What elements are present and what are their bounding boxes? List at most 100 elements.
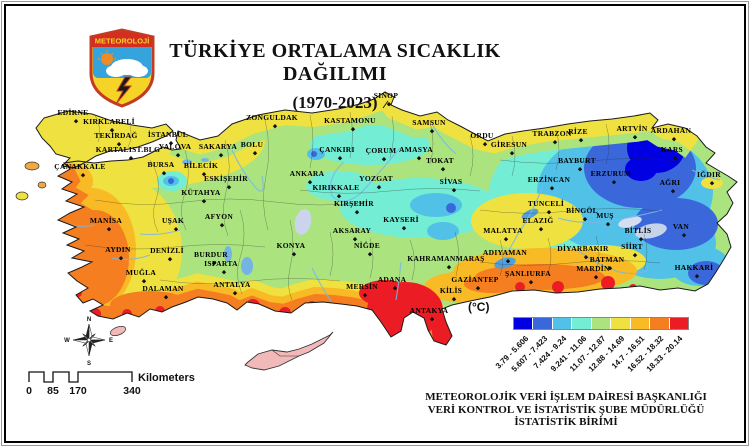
scale-tick-0: 0 [26, 385, 32, 397]
province-borders [84, 111, 681, 301]
legend-cell-6 [630, 318, 650, 329]
city-label-kirikkale: KIRIKKALE [313, 183, 360, 192]
footer-line-1: METEOROLOJİK VERİ İŞLEM DAİRESİ BAŞKANLI… [425, 391, 707, 403]
city-label-erzurum: ERZURUM [591, 169, 632, 178]
station-marker [116, 142, 122, 147]
city-label-yozgat: YOZGAT [359, 174, 393, 183]
station-marker [118, 256, 124, 261]
scale-tick-85: 85 [47, 385, 59, 397]
station-marker [440, 167, 446, 172]
station-marker [386, 102, 392, 107]
station-marker [632, 135, 638, 140]
footer-line-3: İSTATİSTİK BİRİMİ [514, 416, 618, 428]
city-label-kartalist-blg: KARTALIST.BLG [96, 145, 160, 154]
city-label-kirklareli: KIRKLARELİ [83, 116, 135, 126]
city-label-elazig: ELAZIĞ [523, 215, 554, 225]
city-label-gazi-antep: GAZİANTEP [451, 274, 498, 284]
city-label-bi-tli-s: BİTLİS [625, 225, 652, 235]
station-marker [161, 171, 167, 176]
cyprus-island [244, 331, 334, 371]
station-marker [672, 156, 678, 161]
cloud-icon [106, 59, 148, 77]
station-marker [226, 185, 232, 190]
city-label-di-yarbakir: DİYARBAKIR [557, 243, 609, 253]
station-marker [291, 252, 297, 257]
compass-west-label: W [64, 338, 70, 344]
scale-tick-170: 170 [69, 385, 87, 397]
city-label-bursa: BURSA [148, 160, 175, 169]
legend-cell-4 [591, 318, 611, 329]
station-marker [352, 237, 358, 242]
city-label-kutahya: KÜTAHYA [181, 188, 220, 197]
station-marker [211, 261, 217, 266]
station-marker [505, 259, 511, 264]
footer-credits: METEOROLOJİK VERİ İŞLEM DAİRESİ BAŞKANLI… [398, 391, 734, 429]
station-marker [201, 199, 207, 204]
city-label-batman: BATMAN [590, 255, 625, 264]
legend-cell-7 [650, 318, 669, 329]
city-label-canakkale: ÇANAKKALE [54, 162, 105, 171]
scale-unit-label: Kilometers [138, 372, 195, 384]
station-marker [638, 237, 644, 242]
legend-cell-2 [552, 318, 572, 329]
station-marker [528, 280, 534, 285]
station-marker [336, 194, 342, 199]
city-label-gi-resun: GİRESUN [491, 139, 528, 149]
station-marker [451, 297, 457, 302]
station-marker [546, 210, 552, 215]
station-marker [475, 286, 481, 291]
city-label-sanliurfa: ŞANLIURFA [505, 269, 551, 278]
city-label-amasya: AMASYA [399, 145, 433, 154]
city-label-cankiri: ÇANKIRI [319, 145, 354, 154]
city-label-agri: AĞRI [660, 177, 681, 187]
city-label-aksaray: AKSARAY [333, 226, 372, 235]
city-label-mardi-n: MARDİN [576, 263, 610, 273]
station-marker [218, 153, 224, 158]
compass-rose: N S E W [64, 317, 113, 367]
legend-cell-3 [572, 318, 591, 329]
station-marker [671, 137, 677, 142]
city-label-si-vas: SİVAS [440, 176, 463, 186]
city-label-usak: UŞAK [162, 216, 184, 225]
station-marker [362, 293, 368, 298]
station-marker [578, 138, 584, 143]
city-label-van: VAN [673, 222, 689, 231]
cyprus-internal-line [271, 349, 299, 357]
station-marker [681, 233, 687, 238]
station-marker [670, 189, 676, 194]
station-marker [219, 223, 225, 228]
station-marker [128, 156, 134, 161]
station-marker [376, 185, 382, 190]
legend-cell-1 [533, 318, 552, 329]
station-marker [221, 270, 227, 275]
station-marker [709, 181, 715, 186]
city-label-deni-zli: DENİZLİ [150, 245, 184, 255]
station-marker [509, 151, 515, 156]
scale-bar-shape [28, 371, 133, 383]
station-marker [694, 274, 700, 279]
station-marker [632, 253, 638, 258]
station-marker [201, 172, 207, 177]
city-label-bolu: BOLU [241, 140, 264, 149]
station-marker [482, 142, 488, 147]
scale-tick-340: 340 [123, 385, 141, 397]
city-label-ki-li-s: KİLİS [440, 285, 462, 295]
legend-cell-0 [514, 318, 533, 329]
station-marker [429, 129, 435, 134]
footer-line-2: VERİ KONTROL VE İSTATİSTİK ŞUBE MÜDÜRLÜĞ… [427, 403, 705, 416]
map-subtitle: (1970-2023) [292, 93, 378, 112]
station-marker [392, 286, 398, 291]
legend-cell-5 [611, 318, 630, 329]
city-label-dalaman: DALAMAN [142, 284, 184, 293]
header: TÜRKİYE ORTALAMA SICAKLIK DAĞILIMI (1970… [130, 40, 540, 113]
station-marker [582, 217, 588, 222]
city-label-kahramanmaras: KAHRAMANMARAŞ [407, 254, 484, 263]
aegean-islands [15, 161, 126, 336]
city-label-ordu: ORDU [470, 131, 494, 140]
station-marker [367, 252, 373, 257]
city-label-afyon: AFYON [205, 212, 233, 221]
station-marker [549, 186, 555, 191]
station-marker [381, 157, 387, 162]
city-label-zonguldak: ZONGULDAK [246, 113, 298, 122]
